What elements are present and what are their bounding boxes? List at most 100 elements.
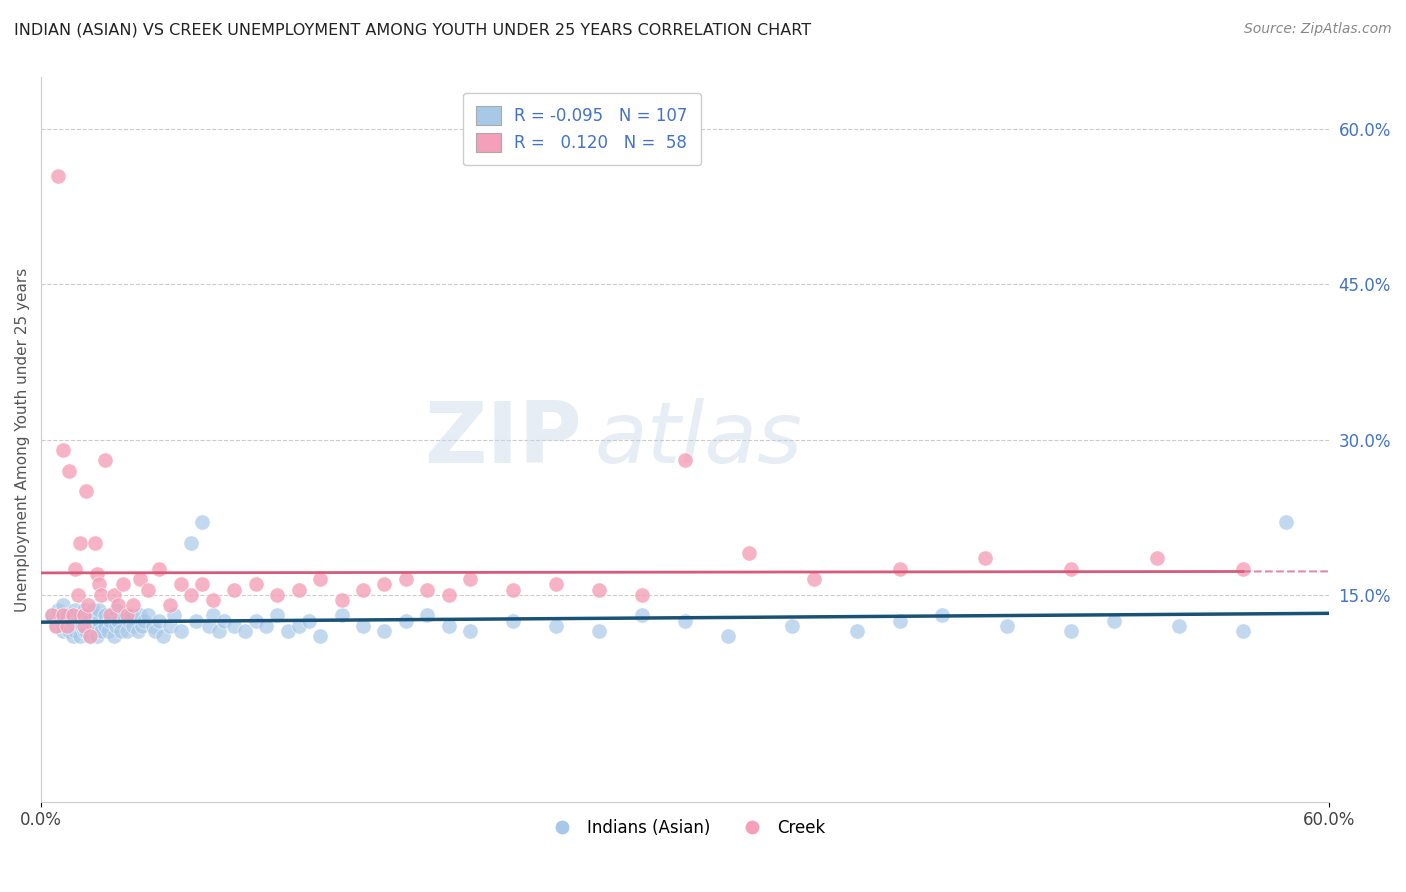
Point: [169, 577, 191, 591]
Point: [60, 614, 83, 628]
Point: [287, 618, 309, 632]
Point: [46, 603, 69, 617]
Point: [45, 618, 67, 632]
Point: [122, 598, 145, 612]
Point: [1060, 562, 1083, 576]
Point: [62, 618, 84, 632]
Point: [546, 577, 568, 591]
Point: [86, 629, 108, 643]
Point: [65, 562, 87, 576]
Point: [460, 624, 482, 638]
Point: [52, 608, 75, 623]
Point: [191, 515, 214, 529]
Point: [152, 629, 174, 643]
Point: [201, 592, 224, 607]
Point: [212, 614, 235, 628]
Point: [245, 614, 267, 628]
Point: [83, 536, 105, 550]
Point: [79, 629, 101, 643]
Point: [52, 608, 75, 623]
Point: [70, 618, 93, 632]
Point: [395, 614, 418, 628]
Point: [103, 629, 125, 643]
Point: [122, 618, 145, 632]
Point: [94, 618, 117, 632]
Point: [1275, 515, 1298, 529]
Point: [373, 577, 395, 591]
Point: [73, 624, 96, 638]
Point: [83, 614, 105, 628]
Point: [52, 618, 75, 632]
Point: [83, 624, 105, 638]
Point: [224, 582, 246, 597]
Point: [1232, 562, 1254, 576]
Point: [41, 608, 63, 623]
Point: [73, 603, 96, 617]
Text: atlas: atlas: [595, 398, 803, 481]
Point: [631, 608, 654, 623]
Point: [163, 608, 186, 623]
Point: [94, 608, 117, 623]
Point: [184, 614, 207, 628]
Point: [82, 618, 104, 632]
Point: [224, 618, 246, 632]
Point: [127, 624, 149, 638]
Point: [49, 614, 72, 628]
Point: [138, 582, 160, 597]
Point: [148, 562, 170, 576]
Point: [75, 618, 97, 632]
Point: [256, 618, 278, 632]
Point: [66, 588, 89, 602]
Point: [82, 603, 104, 617]
Point: [46, 169, 69, 183]
Point: [233, 624, 256, 638]
Point: [118, 614, 141, 628]
Point: [245, 577, 267, 591]
Point: [79, 629, 101, 643]
Point: [352, 582, 374, 597]
Point: [266, 588, 288, 602]
Point: [889, 562, 911, 576]
Point: [128, 572, 150, 586]
Point: [103, 588, 125, 602]
Point: [889, 614, 911, 628]
Point: [159, 618, 181, 632]
Point: [673, 614, 696, 628]
Point: [58, 624, 80, 638]
Point: [330, 608, 353, 623]
Point: [931, 608, 953, 623]
Point: [110, 624, 132, 638]
Point: [86, 618, 108, 632]
Point: [588, 582, 610, 597]
Point: [588, 624, 610, 638]
Y-axis label: Unemployment Among Youth under 25 years: Unemployment Among Youth under 25 years: [15, 268, 30, 612]
Point: [780, 618, 803, 632]
Point: [717, 629, 740, 643]
Point: [77, 608, 100, 623]
Point: [416, 608, 439, 623]
Point: [87, 577, 110, 591]
Point: [90, 588, 112, 602]
Point: [330, 592, 353, 607]
Point: [45, 618, 67, 632]
Point: [142, 618, 165, 632]
Legend: Indians (Asian), Creek: Indians (Asian), Creek: [538, 813, 831, 844]
Point: [309, 629, 332, 643]
Point: [298, 614, 321, 628]
Point: [58, 464, 80, 478]
Point: [69, 536, 91, 550]
Point: [52, 442, 75, 457]
Point: [437, 618, 460, 632]
Point: [73, 608, 96, 623]
Point: [87, 603, 110, 617]
Point: [56, 608, 79, 623]
Point: [143, 624, 166, 638]
Point: [77, 598, 100, 612]
Point: [120, 608, 142, 623]
Point: [86, 566, 108, 581]
Point: [803, 572, 825, 586]
Point: [62, 629, 84, 643]
Point: [148, 614, 170, 628]
Point: [65, 603, 87, 617]
Point: [159, 598, 181, 612]
